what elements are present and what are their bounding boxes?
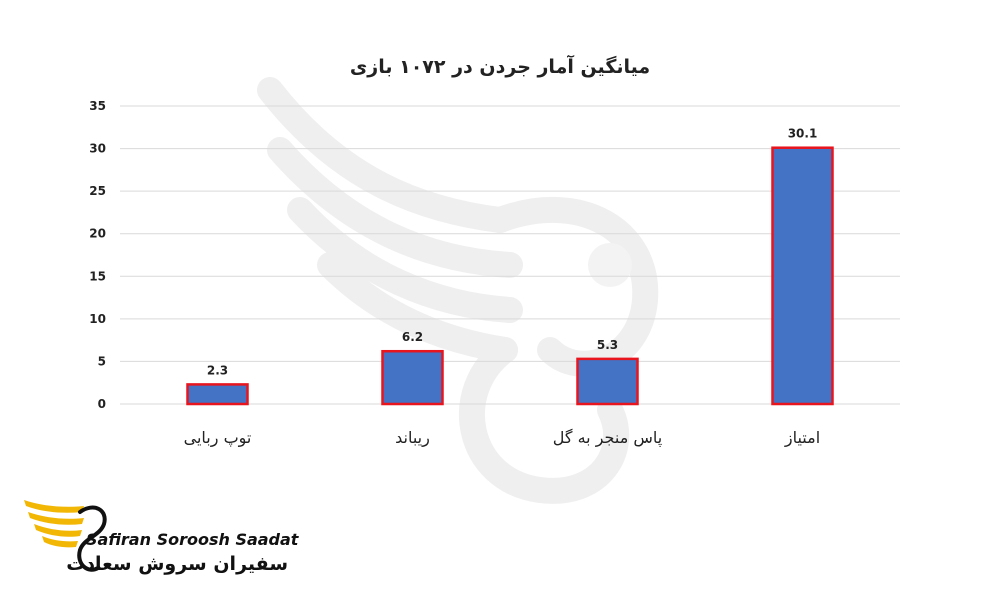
- data-labels: 2.3 6.2 5.3 30.1: [207, 127, 817, 378]
- y-tick-label: 5: [98, 354, 106, 368]
- y-tick-label: 35: [89, 99, 106, 113]
- bar-value-label: 2.3: [207, 363, 228, 377]
- bars: [186, 146, 834, 406]
- y-tick-label: 0: [98, 397, 106, 411]
- bar-value-label: 5.3: [597, 338, 618, 352]
- category-label: ریباند: [395, 428, 430, 448]
- grid-lines: [120, 105, 900, 405]
- bar-value-label: 30.1: [788, 127, 818, 141]
- logo-text-en: Safiran Soroosh Saadat: [86, 530, 299, 549]
- y-tick-label: 25: [89, 184, 106, 198]
- safiran-logo-icon: [24, 500, 107, 572]
- category-label: امتیاز: [784, 428, 820, 448]
- category-label: پاس منجر به گل: [553, 428, 662, 448]
- y-tick-label: 30: [89, 142, 106, 156]
- logo-text-fa: سفیران سروش سعادت: [66, 553, 288, 575]
- category-label: توپ ربایی: [184, 428, 252, 448]
- bar: [186, 383, 249, 406]
- bar-value-label: 6.2: [402, 330, 423, 344]
- y-tick-label: 15: [89, 269, 106, 283]
- chart-title: میانگین آمار جردن در ۱۰۷۲ بازی: [349, 56, 651, 78]
- bar: [771, 146, 834, 406]
- x-axis-labels: توپ ربایی ریباند پاس منجر به گل امتیاز: [184, 428, 821, 448]
- bar: [576, 357, 639, 406]
- bar: [381, 349, 444, 406]
- y-tick-label: 10: [89, 312, 106, 326]
- y-axis-ticks: 0 5 10 15 20 25 30 35: [89, 99, 106, 411]
- y-tick-label: 20: [89, 227, 106, 241]
